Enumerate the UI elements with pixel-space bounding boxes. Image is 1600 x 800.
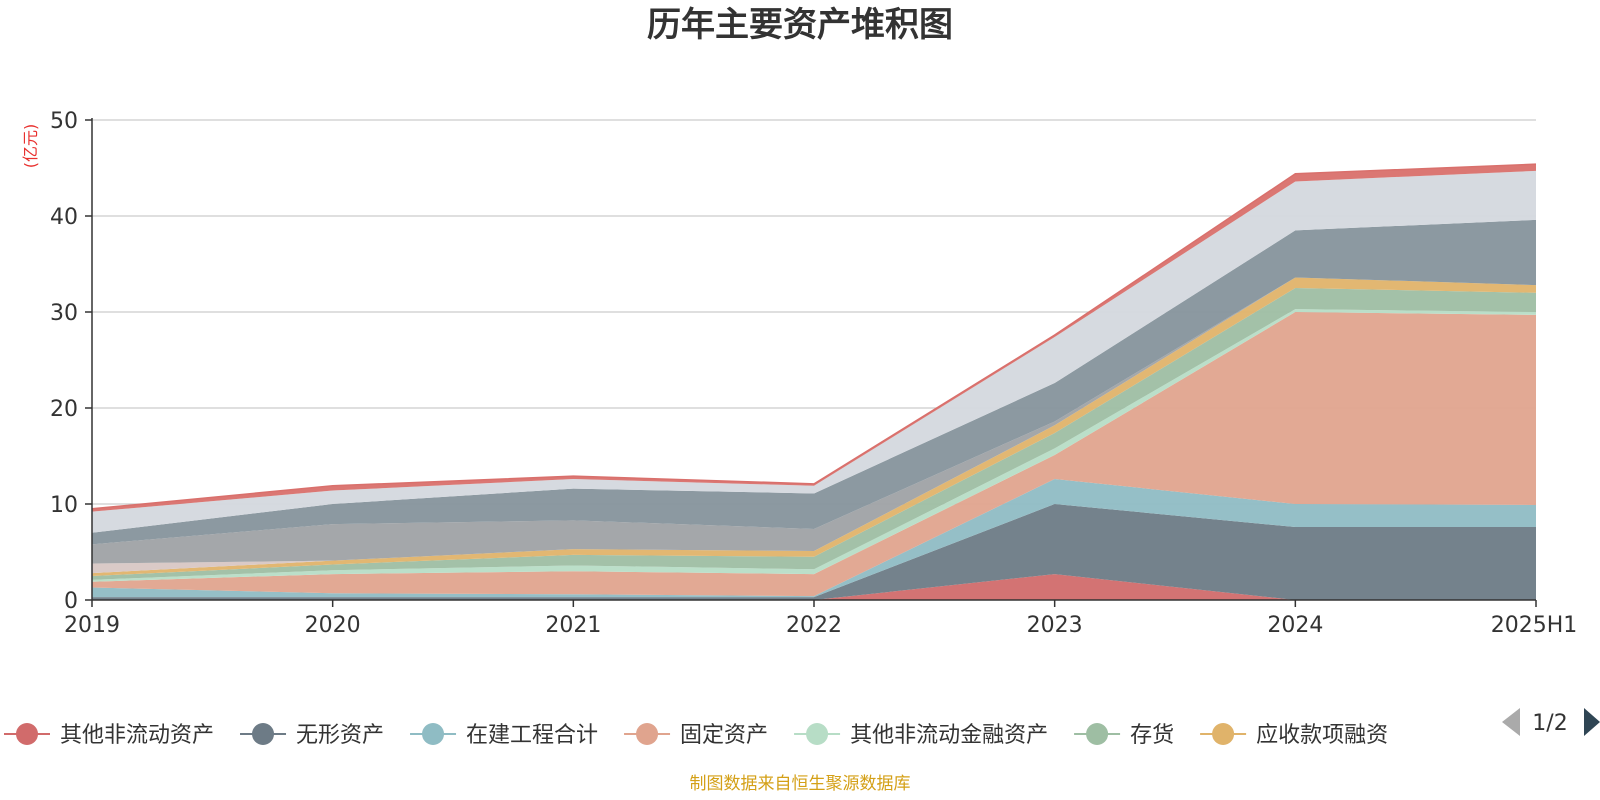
legend-item[interactable]: 存货 [1074,723,1174,748]
area-series-0 [92,574,1536,600]
y-axis-unit-label: (亿元) [21,124,40,169]
y-tick-label: 0 [64,589,78,614]
legend-prev-page-icon[interactable] [1502,708,1520,736]
legend-marker-icon [806,723,829,745]
x-tick-label: 2022 [786,613,842,638]
y-tick-label: 30 [50,301,78,326]
area-series-8 [92,277,1536,564]
x-tick-label: 2024 [1267,613,1323,638]
legend-label: 存货 [1130,723,1174,748]
area-series-group [91,163,1537,600]
area-series-2 [92,479,1536,598]
legend-item[interactable]: 固定资产 [624,723,768,748]
area-series-9 [92,219,1536,545]
x-tick-label: 2020 [305,613,361,638]
area-series-6 [92,277,1536,576]
legend-item[interactable]: 其他非流动资产 [4,723,214,748]
legend-marker-icon [1212,723,1235,745]
x-tick-label: 2023 [1027,613,1083,638]
area-series-10 [92,170,1536,533]
legend-item[interactable]: 在建工程合计 [410,723,598,748]
x-tick-label: 2019 [64,613,120,638]
legend-marker-icon [1086,723,1109,745]
legend-pager: 1/2 [1502,708,1600,736]
legend-label: 在建工程合计 [466,723,598,748]
data-source-note: 制图数据来自恒生聚源数据库 [690,774,911,794]
legend-label: 固定资产 [680,723,768,748]
legend-label: 其他非流动资产 [60,723,214,748]
x-tick-label: 2021 [545,613,601,638]
legend-label: 无形资产 [296,723,384,748]
chart-title: 历年主要资产堆积图 [647,5,953,45]
area-series-3 [92,312,1536,597]
y-tick-label: 40 [50,205,78,230]
y-tick-label: 50 [50,109,78,134]
y-tick-label: 10 [50,493,78,518]
legend-label: 其他非流动金融资产 [850,723,1048,748]
y-tick-label: 20 [50,397,78,422]
legend-marker-icon [422,723,445,745]
legend-marker-icon [636,723,659,745]
legend-label: 应收款项融资 [1256,723,1388,748]
legend-marker-icon [252,723,275,745]
area-series-1 [92,504,1536,600]
legend-item[interactable]: 应收款项融资 [1200,723,1388,748]
area-series-5 [92,288,1536,580]
legend-item[interactable]: 其他非流动金融资产 [794,723,1048,748]
legend-marker-icon [16,723,38,745]
legend: 其他非流动资产 无形资产 在建工程合计 固定资产 其他非流动金融资产 存货 应收款项融资 [4,723,1388,748]
total-outline [91,163,1537,510]
legend-next-page-icon[interactable] [1584,708,1600,736]
axes: 0 10 20 30 40 50 2019 2020 2021 2022 2023 2024 2025H… [50,109,1577,638]
legend-page-indicator: 1/2 [1532,711,1567,736]
x-tick-label: 2025H1 [1491,613,1578,638]
legend-item[interactable]: 无形资产 [240,723,384,748]
